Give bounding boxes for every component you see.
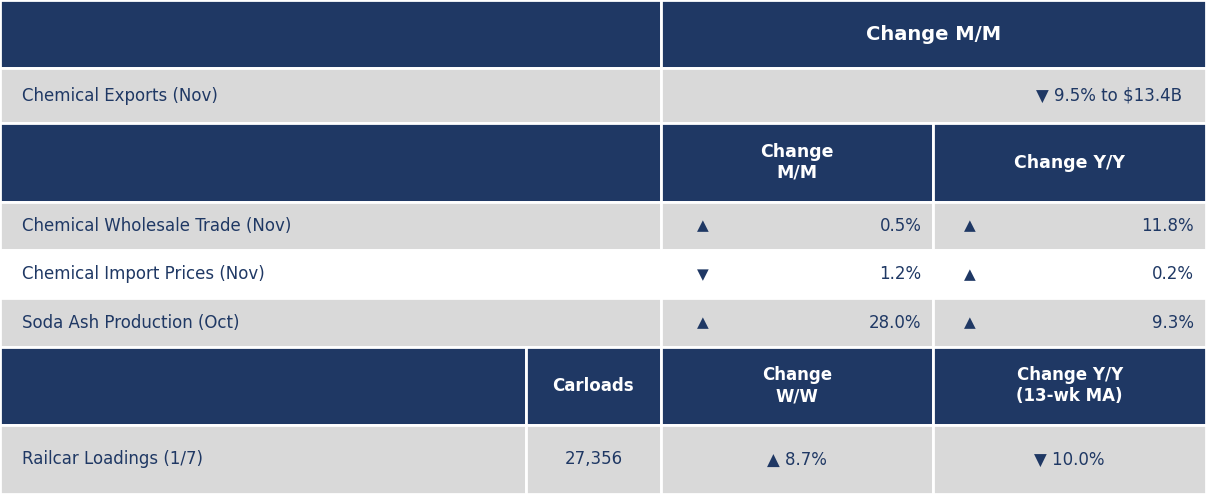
FancyBboxPatch shape [0,0,661,68]
Text: ▲ 8.7%: ▲ 8.7% [767,451,827,468]
Text: 11.8%: 11.8% [1141,217,1194,235]
Text: Railcar Loadings (1/7): Railcar Loadings (1/7) [22,451,203,468]
FancyBboxPatch shape [0,124,661,202]
FancyBboxPatch shape [526,347,661,425]
Text: 1.2%: 1.2% [879,265,921,283]
FancyBboxPatch shape [933,202,1206,250]
Text: Carloads: Carloads [552,377,634,395]
Text: ▲: ▲ [697,218,709,233]
FancyBboxPatch shape [0,250,661,298]
FancyBboxPatch shape [933,347,1206,425]
Text: Soda Ash Production (Oct): Soda Ash Production (Oct) [22,314,239,331]
Text: ▲: ▲ [964,218,976,233]
Text: Change Y/Y
(13-wk MA): Change Y/Y (13-wk MA) [1017,367,1123,405]
FancyBboxPatch shape [661,68,1206,124]
Text: ▲: ▲ [964,315,976,330]
FancyBboxPatch shape [933,250,1206,298]
FancyBboxPatch shape [526,425,661,494]
Text: ▲: ▲ [964,267,976,282]
Text: Chemical Exports (Nov): Chemical Exports (Nov) [22,87,217,105]
Text: Change Y/Y: Change Y/Y [1014,154,1125,171]
FancyBboxPatch shape [0,68,661,124]
Text: Change
W/W: Change W/W [762,367,832,405]
Text: 9.3%: 9.3% [1152,314,1194,331]
FancyBboxPatch shape [661,124,933,202]
FancyBboxPatch shape [661,202,933,250]
FancyBboxPatch shape [661,250,933,298]
FancyBboxPatch shape [0,347,526,425]
Text: ▼ 9.5% to $13.4B: ▼ 9.5% to $13.4B [1036,87,1182,105]
Text: 28.0%: 28.0% [868,314,921,331]
FancyBboxPatch shape [661,298,933,347]
Text: Change M/M: Change M/M [866,25,1001,43]
FancyBboxPatch shape [0,202,661,250]
FancyBboxPatch shape [933,425,1206,494]
FancyBboxPatch shape [0,298,661,347]
Text: 0.5%: 0.5% [879,217,921,235]
FancyBboxPatch shape [0,425,526,494]
FancyBboxPatch shape [661,347,933,425]
FancyBboxPatch shape [661,0,1206,68]
Text: Chemical Import Prices (Nov): Chemical Import Prices (Nov) [22,265,264,283]
FancyBboxPatch shape [933,298,1206,347]
Text: ▲: ▲ [697,315,709,330]
Text: Change
M/M: Change M/M [761,143,833,182]
Text: ▼: ▼ [697,267,709,282]
FancyBboxPatch shape [661,425,933,494]
Text: 0.2%: 0.2% [1152,265,1194,283]
Text: 27,356: 27,356 [564,451,622,468]
Text: Chemical Wholesale Trade (Nov): Chemical Wholesale Trade (Nov) [22,217,291,235]
FancyBboxPatch shape [933,124,1206,202]
Text: ▼ 10.0%: ▼ 10.0% [1035,451,1105,468]
